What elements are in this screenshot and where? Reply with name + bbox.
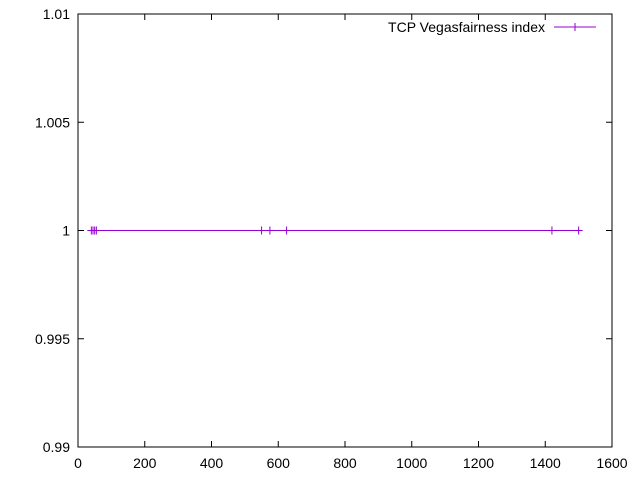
x-tick-label: 800 (333, 455, 357, 471)
plot-frame (77, 13, 613, 448)
y-tick-label: 0.995 (35, 331, 70, 347)
x-tick-label: 600 (267, 455, 291, 471)
legend-label: TCP Vegasfairness index (388, 19, 545, 35)
x-axis: 0 200 400 600 800 1000 1200 1400 1600 (74, 14, 628, 471)
data-point-marker (282, 226, 291, 235)
data-point-marker (265, 226, 274, 235)
data-point-marker (257, 226, 266, 235)
data-point-marker (547, 226, 556, 235)
y-tick-label: 1 (62, 223, 70, 239)
y-tick-label: 1.01 (43, 6, 70, 22)
x-tick-label: 1400 (530, 455, 561, 471)
x-tick-label: 0 (74, 455, 82, 471)
legend-marker-sample (571, 23, 579, 31)
legend: TCP Vegasfairness index (388, 19, 596, 35)
x-tick-label: 200 (133, 455, 157, 471)
series-layer (87, 226, 583, 235)
x-tick-label: 1000 (396, 455, 427, 471)
x-tick-label: 400 (200, 455, 224, 471)
data-point-marker (574, 226, 583, 235)
x-tick-label: 1600 (596, 455, 627, 471)
y-tick-label: 1.005 (35, 114, 70, 130)
data-point-marker (92, 226, 101, 235)
y-tick-label: 0.99 (43, 439, 70, 455)
x-tick-label: 1200 (463, 455, 494, 471)
y-axis: 0.99 0.995 1 1.005 1.01 (35, 6, 612, 455)
